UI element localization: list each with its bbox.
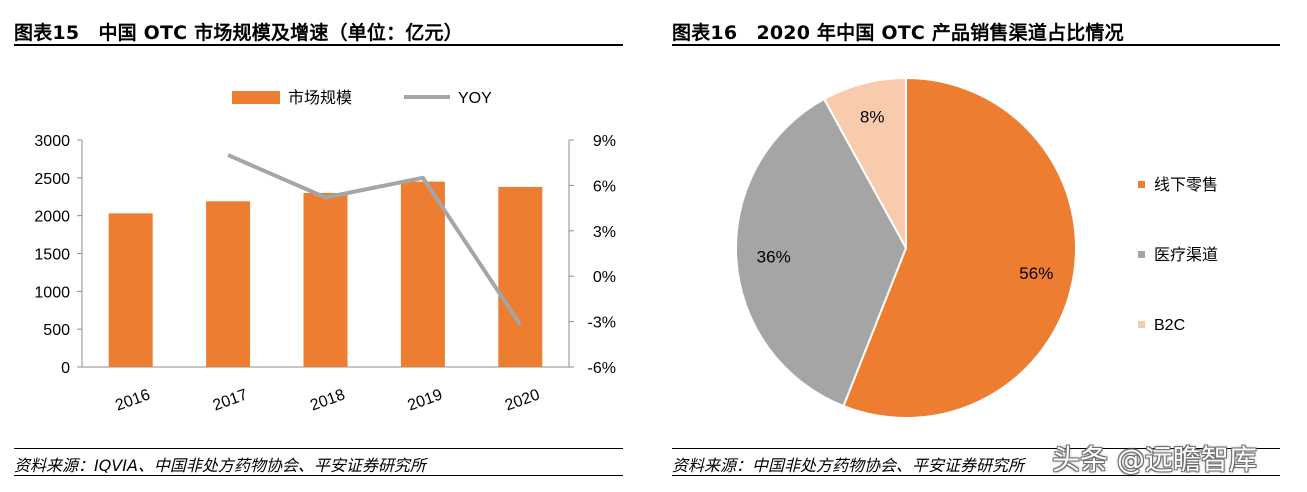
source-divider-bottom [14,475,623,476]
x-tick-label: 2019 [405,386,444,414]
bar-2020 [498,186,543,367]
y-left-tick-label: 500 [43,322,70,339]
pie-value-label: 56% [1019,264,1053,283]
y-right-tick-label: -3% [588,315,616,332]
legend-label: 医疗渠道 [1154,246,1218,264]
x-tick-label: 2016 [113,386,152,414]
y-right-tick-label: 9% [593,133,616,150]
legend-label-bar: 市场规模 [288,89,352,107]
source-divider-top [14,448,623,449]
chart-source: 资料来源：中国非处方药物协会、平安证券研究所 [672,456,1025,475]
pie-chart-panel: 图表16 2020 年中国 OTC 产品销售渠道占比情况 56% 36% 8% 线下零… [672,0,1280,492]
title-divider [14,44,623,46]
bar-line-chart: 市场规模 YOY 0 500 1000 1500 2000 2500 3000 -6% -3% 0% 3… [34,89,616,415]
x-tick-label: 2020 [503,386,542,414]
bar-line-chart-panel: 图表15 中国 OTC 市场规模及增速（单位：亿元） 市场规模 YOY 0 500 10… [14,0,623,492]
chart-title: 图表15 中国 OTC 市场规模及增速（单位：亿元） [14,22,463,44]
legend-label: 线下零售 [1154,176,1218,194]
pie-slice-3 [822,76,907,249]
y-left-tick-label: 2000 [34,209,70,226]
y-left-tick-label: 1000 [34,284,70,301]
source-divider-bottom [672,475,1280,476]
pie-value-label: 8% [860,107,885,126]
bar-2017 [206,201,251,367]
chart-source: 资料来源：IQVIA、中国非处方药物协会、平安证券研究所 [14,456,426,475]
bar-2019 [400,181,445,367]
legend-swatch [1138,321,1145,328]
y-left-tick-label: 0 [61,360,70,377]
pie-slice-1 [842,76,1078,419]
y-right-tick-label: -6% [588,360,616,377]
y-left-tick-label: 3000 [34,133,70,150]
pie-value-label: 36% [757,247,791,266]
x-tick-label: 2017 [211,386,250,414]
legend-swatch [1138,181,1145,188]
y-right-tick-label: 6% [593,178,616,195]
yoy-line [227,153,522,326]
pie-slice-2 [735,97,908,408]
y-right-tick-label: 3% [593,224,616,241]
chart-title: 图表16 2020 年中国 OTC 产品销售渠道占比情况 [672,22,1124,44]
legend-label: B2C [1154,317,1185,334]
y-left-tick-label: 2500 [34,171,70,188]
watermark: 头条 @远瞻智库 [1052,443,1257,476]
bar-2016 [108,213,153,367]
title-divider [672,44,1280,46]
y-right-tick-label: 0% [593,269,616,286]
legend-label-line: YOY [458,90,492,107]
bar-2018 [303,192,348,367]
legend-swatch-bar [232,91,280,104]
source-divider-top [672,448,1280,449]
legend-swatch [1138,251,1145,258]
y-left-tick-label: 1500 [34,247,70,264]
x-tick-label: 2018 [308,386,347,414]
